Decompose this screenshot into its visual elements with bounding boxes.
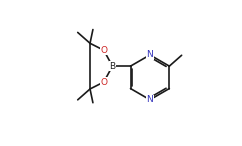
Text: N: N xyxy=(147,95,153,104)
Text: N: N xyxy=(147,50,153,59)
Text: B: B xyxy=(109,62,115,71)
Text: O: O xyxy=(100,78,107,87)
Text: O: O xyxy=(100,46,107,55)
